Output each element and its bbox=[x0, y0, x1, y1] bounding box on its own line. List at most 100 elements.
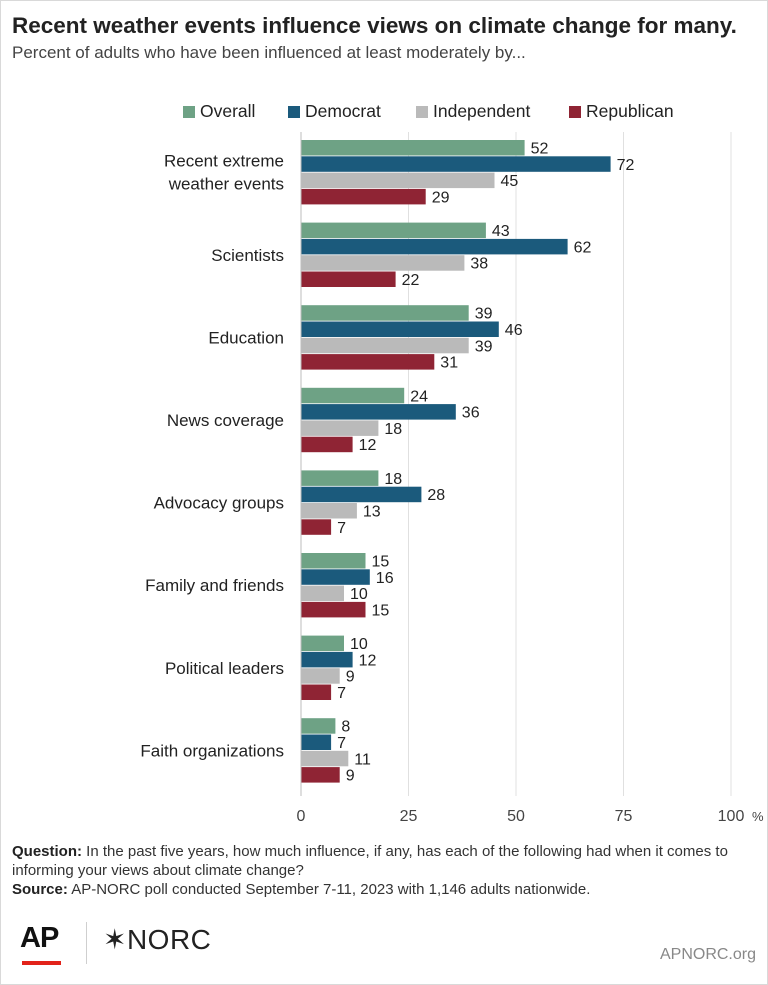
question-label: Question: bbox=[12, 843, 82, 860]
bar-democrat bbox=[301, 238, 568, 255]
data-label: 46 bbox=[505, 322, 523, 339]
data-label: 62 bbox=[574, 239, 592, 256]
bar-overall bbox=[301, 387, 405, 404]
data-label: 18 bbox=[384, 421, 402, 438]
bar-independent bbox=[301, 585, 344, 602]
data-label: 36 bbox=[462, 405, 480, 422]
legend-item-independent: Independent bbox=[416, 101, 530, 122]
source-label: Source: bbox=[12, 881, 68, 898]
legend-swatch-republican bbox=[569, 105, 581, 118]
category-label: Scientists bbox=[211, 246, 284, 265]
bar-republican bbox=[301, 354, 435, 370]
x-unit-label: % bbox=[752, 809, 764, 824]
data-label: 15 bbox=[372, 554, 390, 571]
data-label: 43 bbox=[492, 223, 510, 240]
bar-independent bbox=[301, 750, 349, 767]
bar-overall bbox=[301, 470, 379, 486]
question-note: Question: In the past five years, how mu… bbox=[12, 842, 757, 880]
footnote: Question: In the past five years, how mu… bbox=[12, 842, 757, 899]
legend-label-republican: Republican bbox=[586, 101, 674, 121]
legend-item-overall: Overall bbox=[183, 101, 255, 122]
legend-swatch-democrat bbox=[288, 105, 300, 118]
data-label: 39 bbox=[475, 306, 493, 323]
data-label: 24 bbox=[410, 388, 428, 405]
bar-overall bbox=[301, 305, 469, 321]
bar-independent bbox=[301, 503, 357, 519]
legend-swatch-independent bbox=[416, 105, 428, 118]
data-label: 9 bbox=[346, 669, 355, 686]
data-label: 7 bbox=[337, 520, 346, 537]
data-label: 12 bbox=[359, 652, 377, 669]
bar-republican bbox=[301, 188, 426, 205]
bar-republican bbox=[301, 519, 332, 535]
data-label: 10 bbox=[350, 636, 368, 653]
source-text: AP-NORC poll conducted September 7-11, 2… bbox=[67, 881, 591, 898]
chart-title: Recent weather events influence views on… bbox=[12, 13, 737, 38]
x-tick-label: 75 bbox=[615, 808, 633, 825]
norc-logo: ✶NORC bbox=[103, 924, 212, 955]
x-tick-label: 50 bbox=[507, 808, 525, 825]
category-label: Advocacy groups bbox=[154, 494, 284, 513]
data-label: 39 bbox=[475, 338, 493, 355]
data-label: 28 bbox=[427, 487, 445, 504]
x-tick-label: 100 bbox=[718, 808, 745, 825]
chart-legend: Overall Democrat Independent Republican bbox=[0, 101, 768, 125]
data-label: 8 bbox=[341, 719, 350, 736]
data-label: 9 bbox=[346, 768, 355, 785]
data-label: 11 bbox=[354, 751, 371, 768]
data-label: 29 bbox=[432, 189, 450, 206]
bar-democrat bbox=[301, 569, 370, 585]
ap-logo-underline bbox=[22, 961, 61, 965]
legend-item-republican: Republican bbox=[569, 101, 674, 122]
data-label: 12 bbox=[359, 437, 377, 454]
bar-republican bbox=[301, 601, 366, 618]
legend-label-democrat: Democrat bbox=[305, 101, 381, 121]
category-label: Education bbox=[208, 328, 284, 347]
bar-democrat bbox=[301, 321, 499, 337]
data-label: 31 bbox=[440, 355, 458, 372]
bar-democrat bbox=[301, 734, 332, 750]
source-note: Source: AP-NORC poll conducted September… bbox=[12, 880, 757, 899]
bar-republican bbox=[301, 436, 353, 453]
bar-overall bbox=[301, 635, 344, 652]
data-label: 22 bbox=[402, 272, 420, 289]
category-label: weather events bbox=[168, 175, 284, 194]
data-label: 38 bbox=[470, 256, 488, 273]
bar-independent bbox=[301, 668, 340, 684]
bar-republican bbox=[301, 767, 340, 783]
bar-chart: 0 25 50 75 100 % 52 72 45 29 Recent extreme weather… bbox=[140, 132, 764, 825]
bar-overall bbox=[301, 718, 336, 734]
bar-republican bbox=[301, 684, 332, 700]
category-label: Faith organizations bbox=[140, 741, 284, 760]
legend-label-overall: Overall bbox=[200, 101, 256, 121]
x-tick-label: 0 bbox=[297, 808, 306, 825]
bar-democrat bbox=[301, 156, 611, 172]
question-text: In the past five years, how much influen… bbox=[12, 843, 728, 879]
bar-independent bbox=[301, 255, 465, 271]
bar-overall bbox=[301, 222, 486, 239]
data-label: 52 bbox=[531, 141, 549, 158]
bar-independent bbox=[301, 172, 495, 189]
bar-independent bbox=[301, 337, 469, 354]
data-label: 7 bbox=[337, 735, 346, 752]
site-url: APNORC.org bbox=[659, 946, 756, 963]
bar-overall bbox=[301, 553, 366, 569]
data-label: 10 bbox=[350, 586, 368, 603]
logo-divider bbox=[86, 922, 87, 964]
data-label: 72 bbox=[617, 157, 635, 174]
category-label: Recent extreme bbox=[164, 152, 284, 171]
category-label: News coverage bbox=[167, 411, 284, 430]
bar-democrat bbox=[301, 486, 422, 503]
x-tick-label: 25 bbox=[400, 808, 418, 825]
bar-independent bbox=[301, 420, 379, 436]
bar-democrat bbox=[301, 404, 456, 420]
category-label: Family and friends bbox=[145, 576, 284, 595]
data-label: 18 bbox=[384, 471, 402, 488]
chart-subtitle: Percent of adults who have been influenc… bbox=[12, 43, 526, 62]
data-label: 15 bbox=[372, 602, 390, 619]
legend-swatch-overall bbox=[183, 105, 195, 118]
data-label: 16 bbox=[376, 570, 394, 587]
bar-overall bbox=[301, 140, 525, 156]
data-label: 7 bbox=[337, 685, 346, 702]
data-label: 13 bbox=[363, 504, 381, 521]
